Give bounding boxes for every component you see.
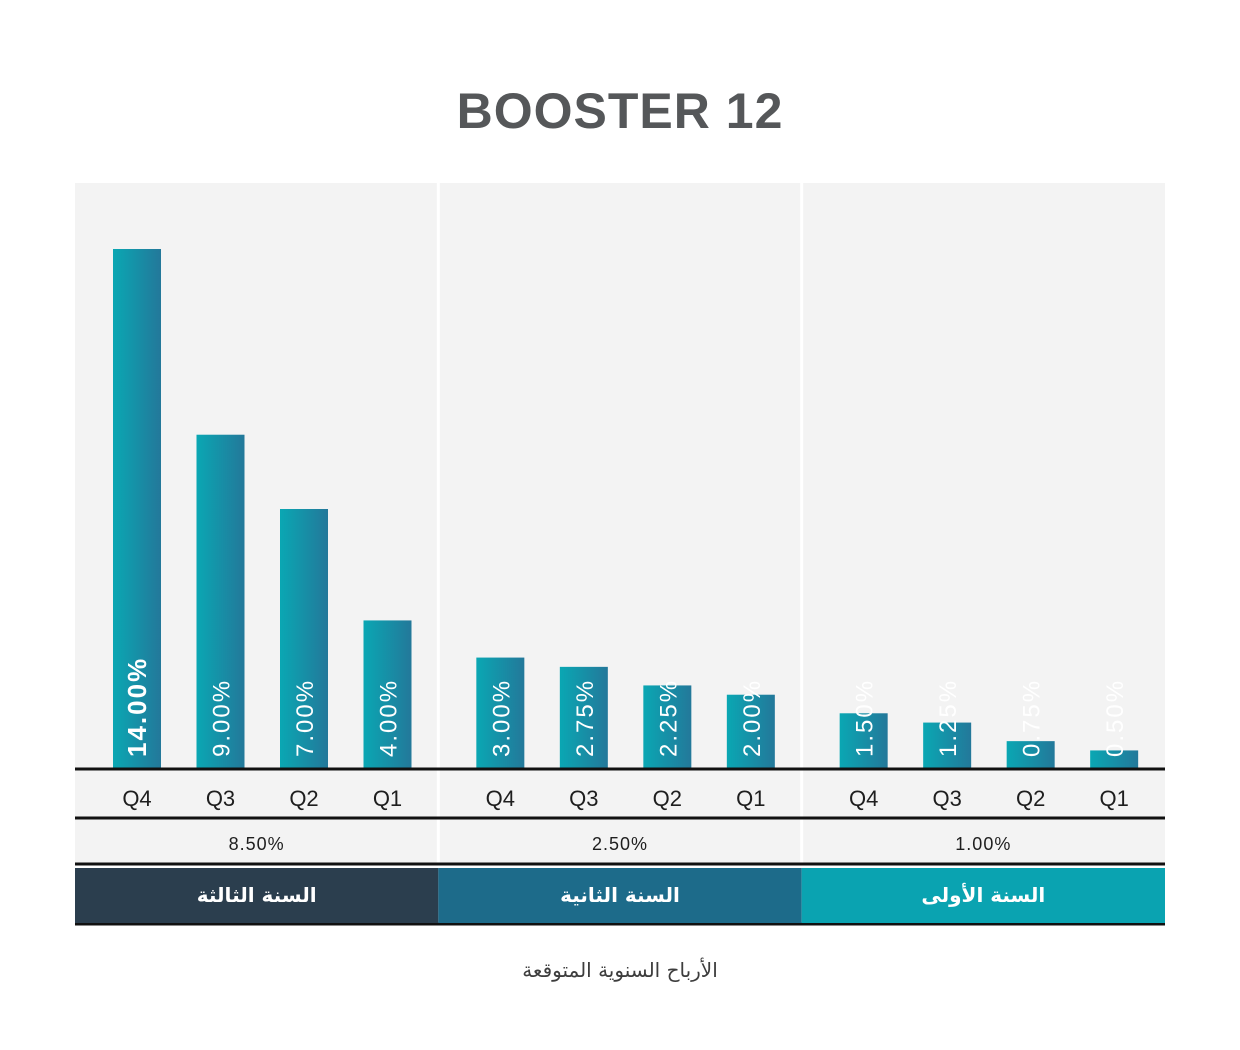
quarter-tick-label: Q4 [122, 786, 151, 811]
annual-rate-label: 8.50% [229, 834, 285, 854]
bar-value-label: 9.00% [209, 679, 236, 757]
footer-label: الأرباح السنوية المتوقعة [522, 958, 718, 982]
quarter-tick-label: Q4 [849, 786, 878, 811]
bar-value-label: 14.00% [122, 657, 152, 757]
year-band [75, 868, 439, 923]
bar [559, 666, 608, 769]
bar-value-label: 1.50% [852, 679, 879, 757]
bar-value-label: 0.50% [1102, 679, 1129, 757]
bar-value-label: 0.75% [1019, 679, 1046, 757]
bar [196, 434, 245, 769]
quarter-tick-label: Q3 [932, 786, 961, 811]
quarter-tick-label: Q2 [653, 786, 682, 811]
quarter-tick-label: Q1 [736, 786, 765, 811]
bar-value-label: 7.00% [292, 679, 319, 757]
quarter-tick-label: Q3 [206, 786, 235, 811]
bar [476, 657, 525, 769]
chart-title: BOOSTER 12 [456, 83, 784, 139]
bar [363, 620, 412, 769]
bar [280, 509, 328, 769]
year-label: السنة الثالثة [197, 883, 317, 907]
year-band [801, 868, 1165, 923]
plot-background [75, 183, 1165, 769]
bar-value-label: 2.75% [572, 679, 599, 757]
bar [923, 722, 972, 769]
bar [113, 249, 161, 769]
bar-value-label: 3.00% [488, 679, 515, 757]
bar-value-label: 1.25% [935, 679, 962, 757]
annual-rate-label: 2.50% [592, 834, 648, 854]
year-label: السنة الأولى [921, 882, 1045, 907]
bar [643, 685, 692, 769]
year-band [438, 868, 802, 923]
bar-value-label: 2.00% [739, 679, 766, 757]
bar-value-label: 4.00% [376, 679, 403, 757]
bar [1006, 741, 1055, 769]
bar-value-label: 2.25% [655, 679, 682, 757]
bar [1090, 750, 1139, 769]
quarter-tick-label: Q1 [373, 786, 402, 811]
quarter-tick-label: Q1 [1099, 786, 1128, 811]
quarter-tick-label: Q2 [289, 786, 318, 811]
quarter-tick-label: Q4 [486, 786, 515, 811]
bar [726, 694, 775, 769]
year-label: السنة الثانية [560, 883, 680, 907]
bar [839, 713, 888, 769]
quarter-tick-label: Q2 [1016, 786, 1045, 811]
annual-rate-label: 1.00% [955, 834, 1011, 854]
quarter-tick-label: Q3 [569, 786, 598, 811]
